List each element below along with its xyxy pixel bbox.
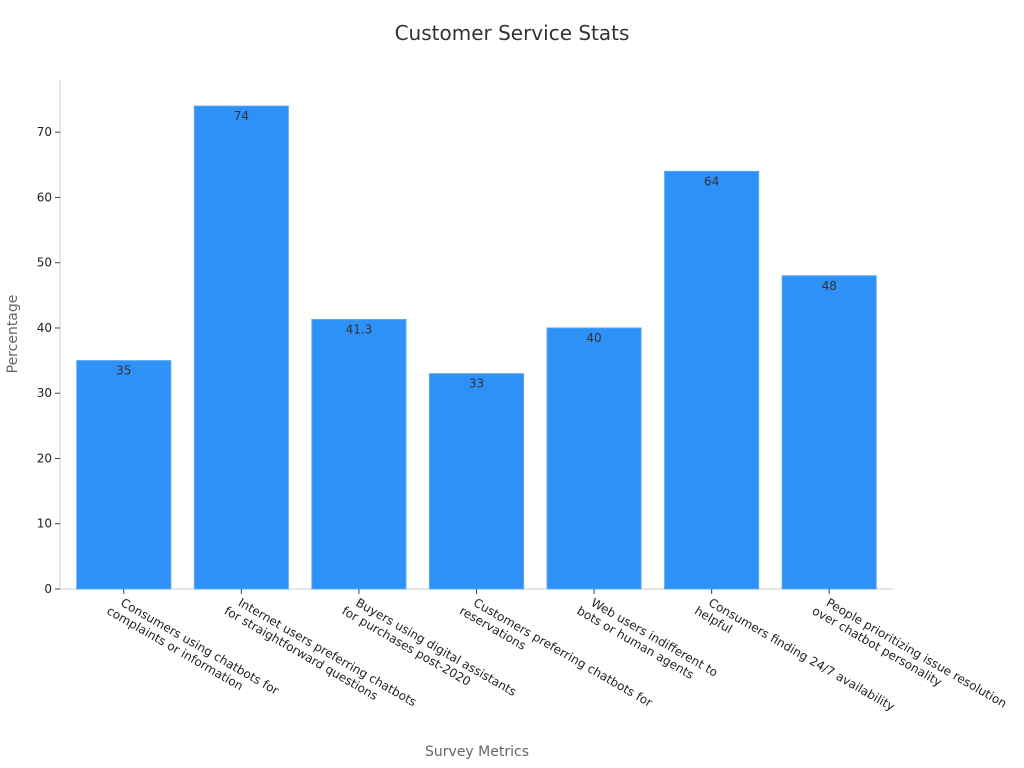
bar-value-label: 74 xyxy=(234,109,249,123)
bar xyxy=(76,360,172,590)
bar-value-label: 40 xyxy=(586,331,601,345)
x-tick-label: Customers preferring chatbots for xyxy=(471,595,655,709)
y-tick-label: 20 xyxy=(37,451,52,465)
y-tick-label: 70 xyxy=(37,125,52,139)
bar xyxy=(428,373,525,590)
y-axis-ticks: 0 10 20 30 40 50 60 70 xyxy=(37,125,60,596)
x-tick-label: People prioritizing issue resolution xyxy=(824,595,1009,710)
x-tick-label-group: People prioritizing issue resolutionover… xyxy=(810,595,1009,710)
bar-value-label: 41.3 xyxy=(346,322,373,336)
bar-value-label: 33 xyxy=(469,377,484,391)
x-axis-title: Survey Metrics xyxy=(425,744,529,760)
bar-value-label: 64 xyxy=(704,174,719,188)
bar xyxy=(546,327,642,590)
x-tick-label-group: Customers preferring chatbots forreserva… xyxy=(457,595,655,709)
bar xyxy=(193,105,289,590)
x-tick-label: Consumers finding 24/7 availability xyxy=(706,595,897,713)
y-tick-label: 0 xyxy=(44,582,52,596)
y-tick-label: 40 xyxy=(37,321,52,335)
y-axis-title: Percentage xyxy=(5,295,21,374)
bar xyxy=(781,275,877,590)
chart-title: Customer Service Stats xyxy=(395,21,630,45)
bar xyxy=(664,170,760,590)
bars-group: 35 74 41.3 33 40 64 48 xyxy=(76,105,877,590)
bar-value-label: 48 xyxy=(822,279,837,293)
y-tick-label: 10 xyxy=(37,517,52,531)
bar-value-label: 35 xyxy=(116,364,131,378)
y-tick-label: 30 xyxy=(37,386,52,400)
y-tick-label: 60 xyxy=(37,190,52,204)
y-tick-label: 50 xyxy=(37,256,52,270)
x-tick-label-group: Consumers finding 24/7 availabilityhelpf… xyxy=(692,595,897,713)
bar xyxy=(311,318,407,590)
